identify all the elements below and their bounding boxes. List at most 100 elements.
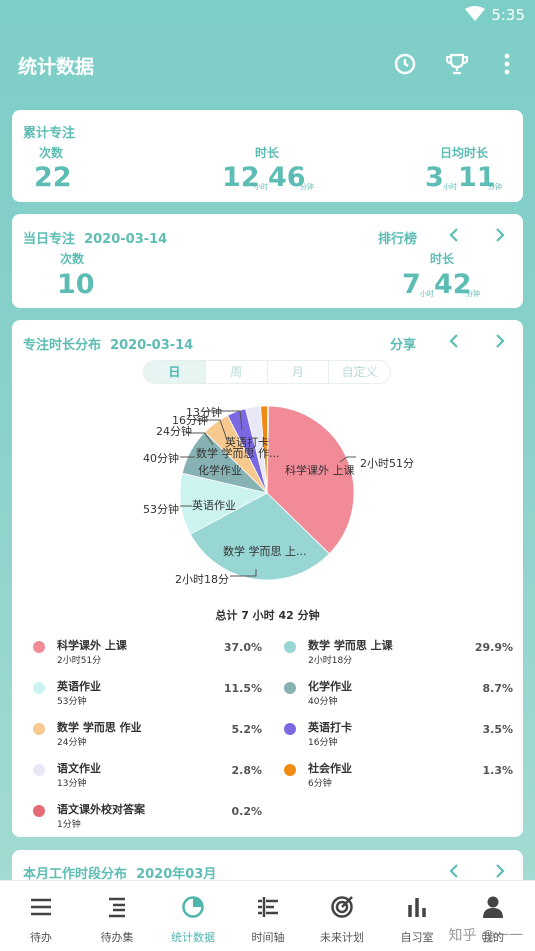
clock-icon[interactable] — [389, 48, 421, 80]
pie-label-english-dur: 53分钟 — [143, 502, 179, 516]
hours-unit: 小时 — [420, 290, 434, 298]
chevron-right-icon[interactable] — [490, 226, 508, 244]
pie-chart: 科学课外 上课 2小时51分 数学 学而思 上... 2小时18分 英语作业 5… — [143, 405, 414, 586]
legend-duration: 2小时18分 — [308, 656, 353, 666]
nav-label: 时间轴 — [251, 931, 285, 944]
legend-item: 语文课外校对答案 1分钟 0.2% — [33, 801, 262, 837]
legend-name: 英语作业 — [57, 680, 101, 693]
legend-percent: 0.2% — [231, 805, 262, 818]
legend-duration: 24分钟 — [57, 738, 87, 748]
legend-color-dot — [33, 723, 45, 735]
chevron-left-icon[interactable] — [446, 226, 464, 244]
legend-item: 英语打卡 16分钟 3.5% — [284, 719, 513, 755]
nav-timeline[interactable]: 时间轴 — [230, 881, 306, 951]
legend-color-dot — [284, 723, 296, 735]
legend-item: 社会作业 6分钟 1.3% — [284, 760, 513, 796]
pie-label-english: 英语作业 — [192, 498, 236, 512]
legend-percent: 29.9% — [474, 641, 513, 654]
trophy-icon[interactable] — [441, 48, 473, 80]
watermark: 知乎 @一一 — [448, 928, 523, 944]
pie-chart-icon — [182, 896, 204, 918]
pie-label-science-dur: 2小时51分 — [360, 457, 414, 470]
tab-month[interactable]: 月 — [268, 361, 330, 383]
total-duration: 总计 7 小时 42 分钟 — [215, 609, 320, 622]
distribution-title: 专注时长分布 — [23, 338, 102, 353]
legend-percent: 8.7% — [482, 682, 513, 695]
legend-color-dot — [284, 682, 296, 694]
legend-percent: 5.2% — [231, 723, 262, 736]
minutes-value: 46 — [268, 162, 306, 193]
nav-label: 我的 — [482, 931, 504, 944]
daily-minutes-value: 11 — [458, 162, 496, 193]
card-title: 专注时长分布 2020-03-14 — [23, 334, 193, 353]
tab-day[interactable]: 日 — [144, 361, 206, 383]
legend-item: 数学 学而思 作业 24分钟 5.2% — [33, 719, 262, 755]
nav-label: 统计数据 — [171, 931, 215, 944]
nav-future-plan[interactable]: 未来计划 — [304, 881, 380, 951]
tab-custom[interactable]: 自定义 — [341, 365, 378, 379]
count-label: 次数 — [39, 146, 64, 160]
nav-statistics[interactable]: 统计数据 — [155, 881, 231, 951]
legend-name: 社会作业 — [308, 762, 352, 775]
duration-label: 时长 — [430, 252, 455, 266]
pie-label-mathhw-dur: 24分钟 — [156, 424, 192, 438]
legend-percent: 1.3% — [482, 764, 513, 777]
legend-color-dot — [33, 682, 45, 694]
pie-slice[interactable] — [189, 492, 330, 581]
today-date: 2020-03-14 — [84, 232, 168, 247]
pie-label-science: 科学课外 上课 — [285, 463, 355, 477]
legend-percent: 37.0% — [223, 641, 262, 654]
pie-label-engread-dur: 16分钟 — [172, 413, 208, 427]
wifi-icon — [465, 6, 485, 21]
duration-label: 时长 — [255, 146, 280, 160]
legend-name: 语文课外校对答案 — [57, 803, 145, 816]
distribution-date: 2020-03-14 — [110, 338, 194, 353]
legend-color-dot — [284, 641, 296, 653]
tab-week[interactable]: 周 — [206, 361, 268, 383]
count-value: 10 — [57, 269, 95, 300]
legend-percent: 2.8% — [231, 764, 262, 777]
legend-percent: 3.5% — [482, 723, 513, 736]
legend-name: 数学 学而思 作业 — [57, 721, 142, 734]
chevron-right-icon[interactable] — [490, 332, 508, 350]
ranking-link[interactable]: 排行榜 — [378, 232, 418, 247]
chevron-left-icon[interactable] — [446, 332, 464, 350]
daily-label: 日均时长 — [440, 146, 489, 160]
pie-slice[interactable] — [266, 405, 270, 494]
count-label: 次数 — [60, 252, 85, 266]
list-icon — [31, 898, 51, 916]
nav-profile[interactable]: 我的 — [455, 881, 531, 951]
card-title: 当日专注 2020-03-14 — [23, 228, 167, 247]
legend-duration: 16分钟 — [308, 738, 338, 748]
more-vert-icon[interactable] — [491, 48, 523, 80]
pie-label-math: 数学 学而思 上... — [223, 544, 306, 558]
bar-chart-icon — [408, 898, 426, 917]
legend-item: 语文作业 13分钟 2.8% — [33, 760, 262, 796]
pie-slice[interactable] — [179, 472, 269, 535]
legend-duration: 13分钟 — [57, 779, 87, 789]
card-title: 本月工作时段分布 2020年03月 — [23, 863, 216, 882]
minutes-unit: 分钟 — [466, 290, 480, 298]
legend-item: 化学作业 40分钟 8.7% — [284, 678, 513, 714]
pie-slice[interactable] — [266, 405, 355, 555]
chevron-left-icon[interactable] — [446, 862, 464, 880]
today-focus-card: 当日专注 2020-03-14 排行榜 次数 10 时长 7 小时 42 分钟 — [12, 214, 523, 308]
nav-study-room[interactable]: 自习室 — [379, 881, 455, 951]
legend-duration: 2小时51分 — [57, 656, 102, 666]
legend-item: 科学课外 上课 2小时51分 37.0% — [33, 637, 262, 673]
legend-duration: 53分钟 — [57, 697, 87, 707]
legend-color-dot — [33, 805, 45, 817]
pie-label-mathhw: 数学 学而思 作... — [196, 446, 279, 460]
pie-label-chinese-dur: 13分钟 — [186, 405, 222, 419]
daily-hours-unit: 小时 — [443, 183, 457, 191]
target-icon — [331, 896, 353, 918]
chevron-right-icon[interactable] — [490, 862, 508, 880]
hours-value: 12 — [222, 162, 260, 193]
legend-duration: 6分钟 — [308, 779, 332, 789]
nav-todo[interactable]: 待办 — [3, 881, 79, 951]
nav-todo-sets[interactable]: 待办集 — [79, 881, 155, 951]
status-bar: 5:35 — [0, 0, 535, 30]
list-set-icon — [109, 897, 125, 918]
hours-unit: 小时 — [254, 183, 268, 191]
share-link[interactable]: 分享 — [390, 338, 417, 353]
